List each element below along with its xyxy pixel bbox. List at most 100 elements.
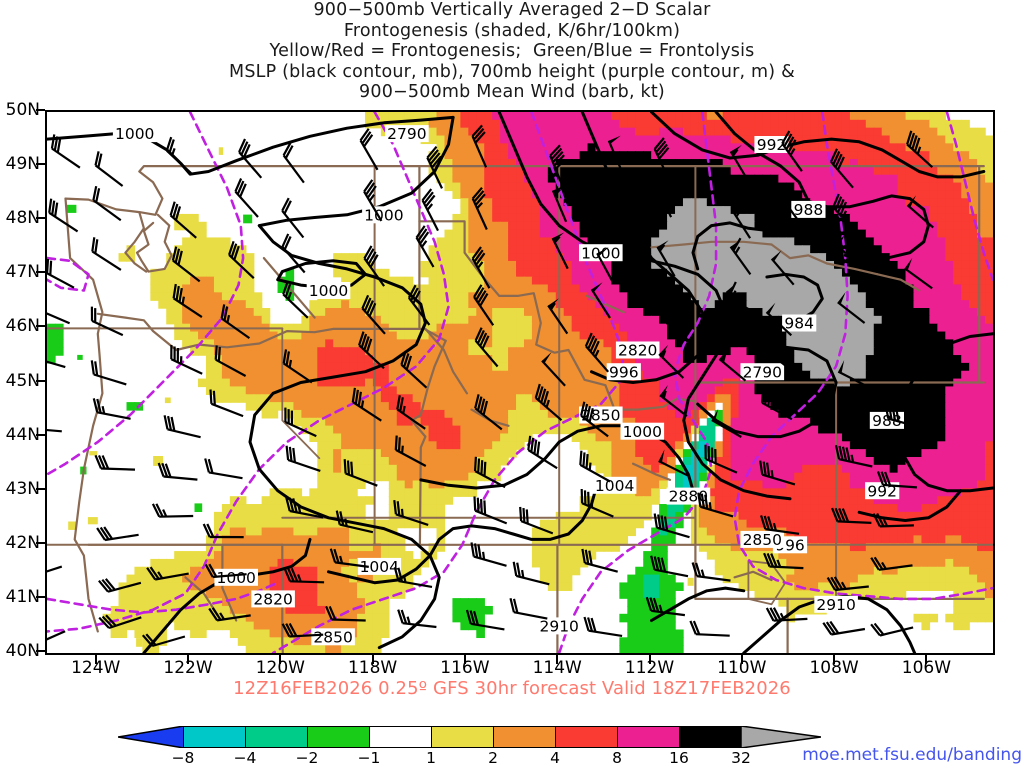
- wind-barb-full: [587, 617, 594, 632]
- lat-tick-mark: [36, 487, 45, 490]
- wind-barb-full: [477, 290, 487, 304]
- wind-barb-full: [728, 281, 737, 296]
- wind-barb-full: [763, 515, 770, 530]
- wind-barb-full: [873, 556, 884, 570]
- wind-barb-full: [876, 471, 885, 486]
- wind-barb-full: [48, 198, 53, 213]
- wind-barb-staff: [51, 147, 81, 169]
- lon-tick-label: 118W: [347, 658, 398, 678]
- wind-barb-staff: [91, 319, 124, 337]
- wind-barb-staff: [159, 514, 194, 518]
- wind-barb-full: [660, 557, 667, 572]
- wind-barb-full: [94, 454, 103, 469]
- wind-barb-full: [781, 130, 791, 145]
- lat-tick-mark: [36, 595, 45, 598]
- lon-tick-label: 122W: [163, 658, 213, 678]
- wind-barb-staff: [473, 555, 507, 567]
- wind-barb-full: [53, 136, 59, 151]
- wind-barb-full: [146, 567, 157, 581]
- wind-barb-full: [168, 139, 175, 154]
- lat-tick-mark: [36, 433, 45, 436]
- lat-tick-mark: [36, 271, 45, 274]
- height-contour: [47, 112, 245, 476]
- state-border: [876, 273, 921, 292]
- wind-barb-flag: [591, 282, 603, 293]
- wind-barb-staff: [169, 214, 197, 239]
- wind-barb-flag: [771, 250, 782, 262]
- wind-barb-staff: [228, 254, 255, 280]
- lon-tick-mark: [371, 655, 374, 664]
- height-contour: [945, 112, 993, 281]
- wind-barb-full: [482, 400, 489, 416]
- wind-barb-full: [519, 506, 523, 522]
- wind-barb-staff: [725, 290, 750, 318]
- wind-barb-full: [287, 567, 295, 582]
- wind-barb-staff: [899, 308, 931, 329]
- wind-barb-full: [204, 458, 210, 473]
- shading-speckle: [153, 456, 163, 466]
- wind-barb-full: [165, 136, 173, 152]
- wind-barb-staff: [474, 509, 508, 525]
- lon-tick-mark: [94, 655, 97, 664]
- wind-barb-staff: [834, 585, 869, 592]
- wind-barb-full: [476, 396, 483, 411]
- wind-barb-flag: [907, 195, 916, 208]
- wind-barb-staff: [878, 564, 913, 571]
- wind-barb-full: [649, 597, 656, 612]
- wind-barb-staff: [208, 471, 243, 480]
- wind-barb-full: [653, 556, 660, 571]
- wind-barb-staff: [170, 358, 203, 375]
- wind-barb-full: [765, 607, 775, 622]
- wind-barb-full: [470, 542, 475, 557]
- wind-barb-full: [469, 610, 476, 625]
- wind-barb-full: [171, 246, 178, 261]
- wind-barb-full: [325, 605, 333, 620]
- wind-barb-full: [471, 246, 482, 260]
- wind-barb-full: [292, 447, 296, 463]
- lat-tick-label: 41N: [5, 586, 40, 607]
- wind-barb-full: [428, 149, 439, 162]
- wind-barb-staff: [700, 505, 734, 518]
- wind-barb-full: [346, 460, 350, 475]
- wind-barb-full: [288, 497, 295, 512]
- wind-barb-flag: [839, 407, 844, 421]
- wind-barb-full: [585, 454, 589, 469]
- wind-barb-staff: [904, 267, 933, 290]
- wind-barb-full: [365, 248, 375, 262]
- colorbar-tick-label: 32: [731, 749, 751, 767]
- wind-barb-full: [228, 240, 235, 256]
- state-border: [733, 570, 773, 582]
- wind-barb-full: [872, 513, 881, 527]
- colorbar-tick-label: 1: [426, 749, 436, 767]
- wind-barb-half: [181, 296, 185, 305]
- wind-barb-full: [516, 562, 521, 577]
- lat-tick-mark: [36, 163, 45, 166]
- wind-barb-full: [895, 407, 900, 422]
- wind-barb-half: [779, 612, 786, 621]
- wind-barb-staff: [48, 211, 79, 233]
- wind-barb-staff: [705, 457, 738, 474]
- mslp-contour: [327, 486, 598, 585]
- wind-barb-full: [591, 340, 600, 355]
- wind-barb-full: [175, 285, 180, 301]
- wind-barb-half: [226, 314, 231, 323]
- wind-barb-full: [833, 576, 844, 590]
- wind-barb-full: [582, 403, 589, 419]
- wind-barb-full: [536, 441, 541, 456]
- title-line-4: MSLP (black contour, mb), 700mb height (…: [229, 61, 795, 82]
- wind-barb-full: [103, 526, 114, 540]
- wind-barb-full: [480, 460, 484, 475]
- wind-barb-half: [368, 194, 375, 202]
- wind-barb-full: [90, 360, 95, 375]
- wind-barb-staff: [729, 150, 749, 182]
- wind-barb-full: [722, 347, 728, 363]
- wind-barb-staff: [471, 135, 488, 168]
- mslp-contour-label-bg: [214, 568, 258, 586]
- wind-barb-full: [95, 188, 101, 203]
- lon-tick-label: 116W: [440, 658, 490, 678]
- wind-barb-full: [283, 200, 292, 215]
- wind-barb-full: [49, 260, 53, 276]
- wind-barb-staff: [520, 520, 554, 535]
- wind-barb-full: [96, 398, 102, 414]
- wind-barb-staff: [398, 580, 433, 588]
